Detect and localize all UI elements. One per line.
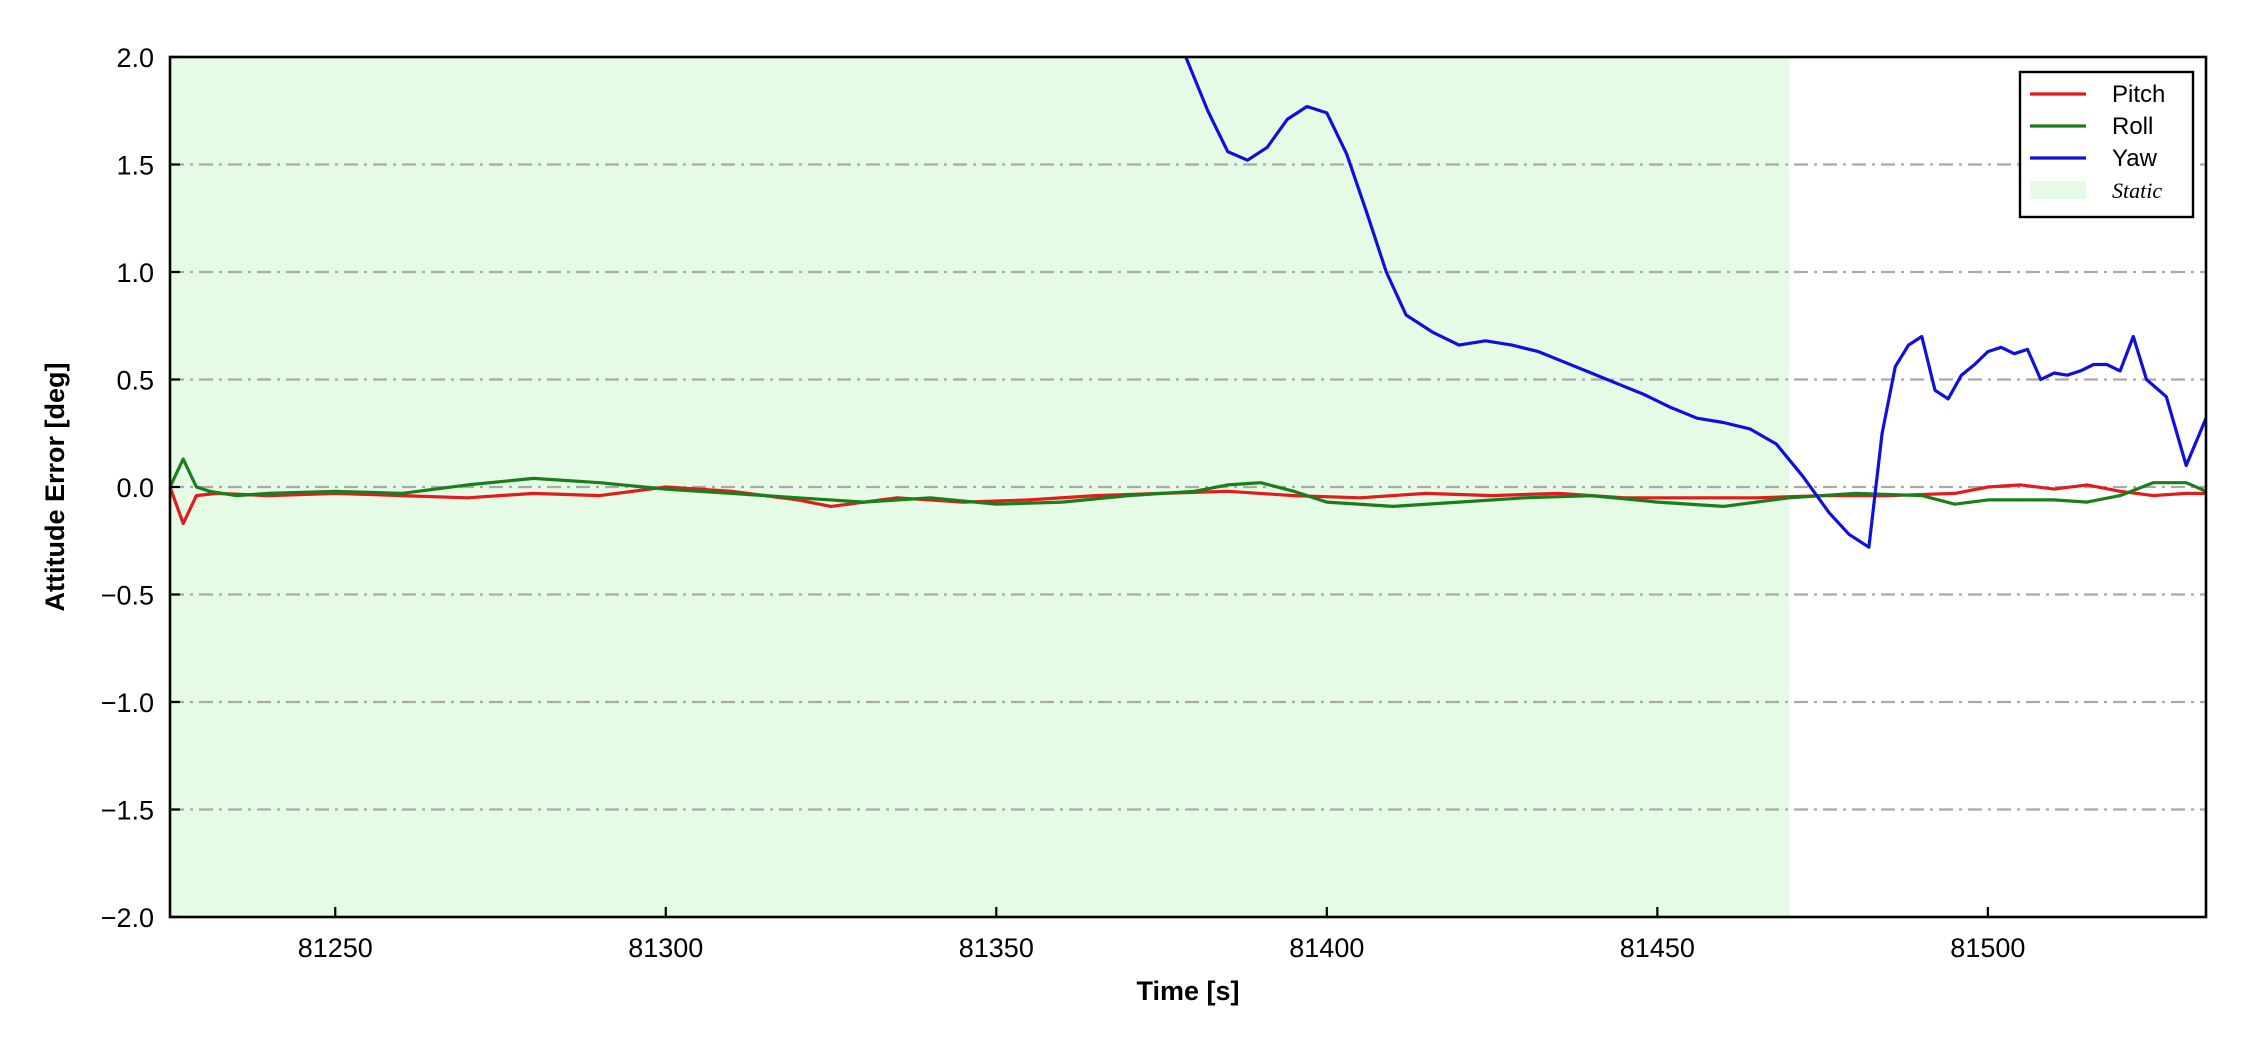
x-tick-label: 81250 <box>298 933 373 963</box>
x-tick-label: 81450 <box>1620 933 1695 963</box>
legend-label-static: Static <box>2112 178 2162 203</box>
series-lines <box>170 57 2206 549</box>
y-axis-title: Attitude Error [deg] <box>40 363 70 612</box>
legend-swatch-static <box>2030 181 2086 199</box>
y-tick-label: −1.0 <box>101 688 154 718</box>
y-tick-label: 2.0 <box>116 43 154 73</box>
legend-label-pitch: Pitch <box>2112 81 2165 108</box>
x-tick-label: 81300 <box>628 933 703 963</box>
x-tick-label: 81500 <box>1950 933 2025 963</box>
series-line-pitch <box>170 483 2206 526</box>
series-line-yaw <box>1184 57 2206 549</box>
y-tick-label: 0.0 <box>116 473 154 503</box>
x-tick-label: 81400 <box>1289 933 1364 963</box>
y-tick-label: −1.5 <box>101 796 154 826</box>
legend-label-yaw: Yaw <box>2112 145 2158 172</box>
y-gridlines <box>170 163 2206 811</box>
legend-label-roll: Roll <box>2112 113 2153 140</box>
y-tick-label: 1.0 <box>116 258 154 288</box>
y-tick-label: 0.5 <box>116 366 154 396</box>
x-tick-label: 81350 <box>959 933 1034 963</box>
y-tick-label: 1.5 <box>116 151 154 181</box>
series-line-roll <box>170 457 2206 508</box>
x-axis-title: Time [s] <box>1136 976 1239 1006</box>
axis-ticks: 2.0 1.5 1.0 0.5 0.0 −0.5 −1.0 −1.5 −2.0 81250 8130… <box>101 43 2026 963</box>
legend: Pitch Roll Yaw Static <box>2018 70 2195 219</box>
y-tick-label: −2.0 <box>101 903 154 933</box>
y-tick-label: −0.5 <box>101 581 154 611</box>
